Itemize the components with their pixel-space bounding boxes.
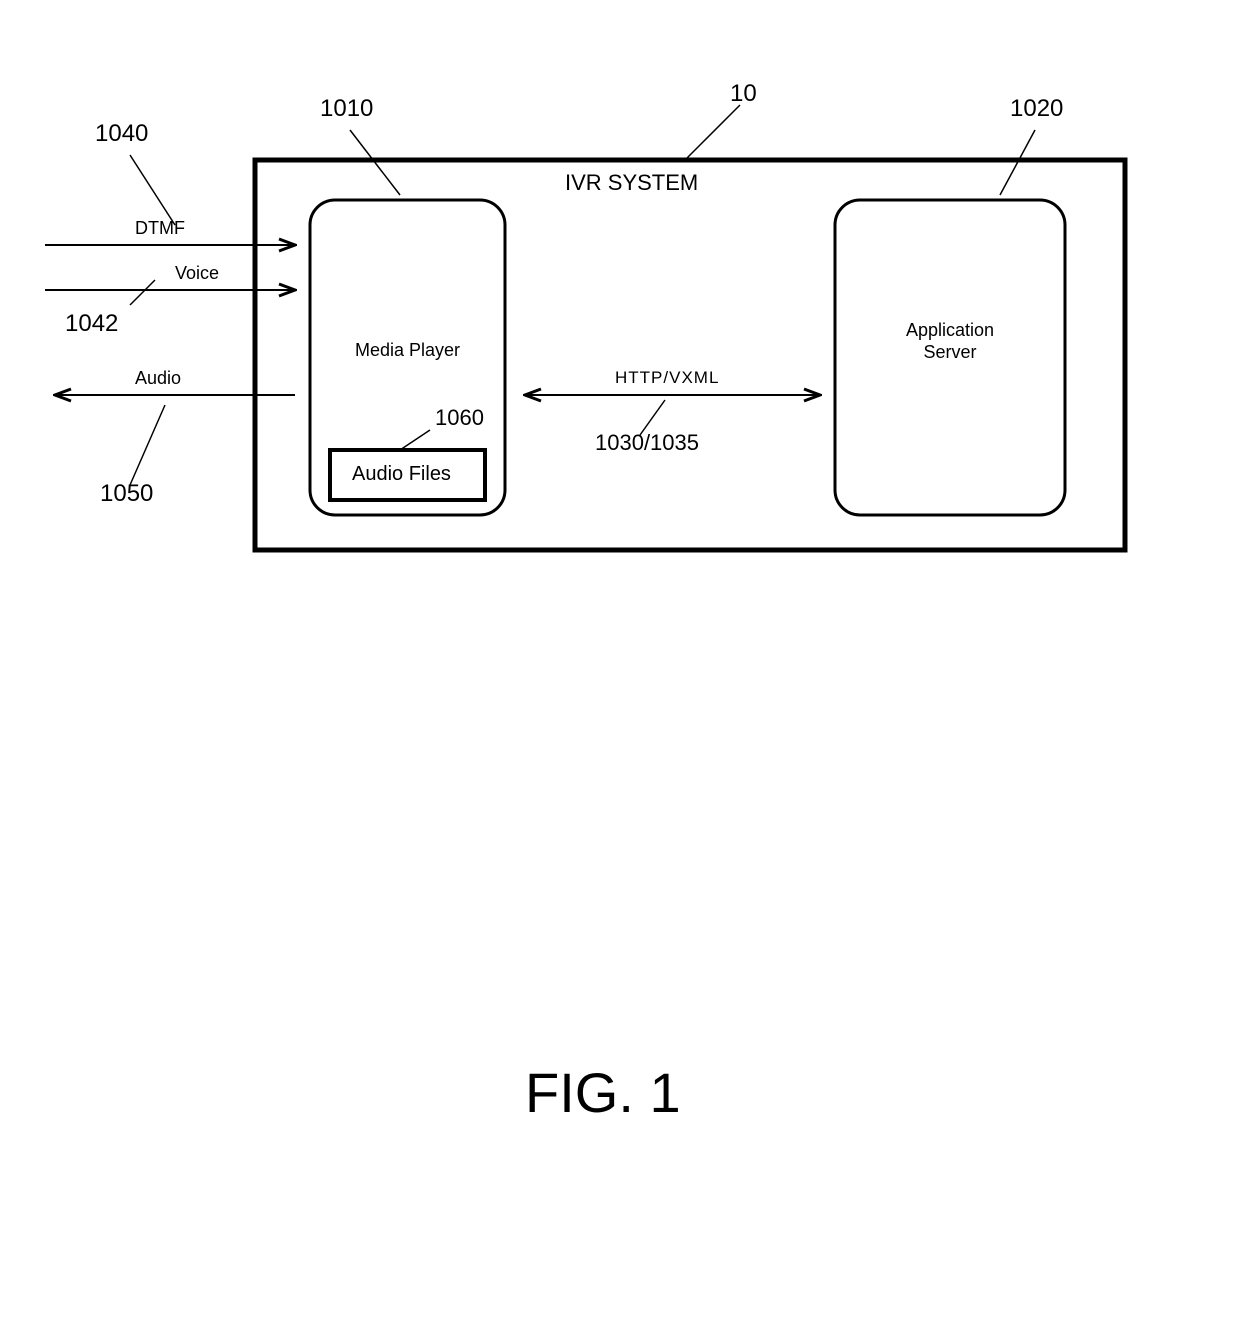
leader-10 <box>685 105 740 160</box>
leader-1050 <box>130 405 165 485</box>
app-server-label-2: Server <box>900 342 1000 363</box>
ref-1050: 1050 <box>100 480 153 508</box>
dtmf-label: DTMF <box>135 218 185 239</box>
ivr-system-diagram: 1040 1010 10 1020 1042 1050 1060 1030/10… <box>0 0 1240 1323</box>
audio-files-label: Audio Files <box>352 463 451 486</box>
audio-label: Audio <box>135 368 181 389</box>
ref-1030-1035: 1030/1035 <box>595 430 699 456</box>
voice-label: Voice <box>175 263 219 284</box>
ref-1010: 1010 <box>320 95 373 123</box>
ref-1042: 1042 <box>65 310 118 338</box>
ref-1060: 1060 <box>435 405 484 431</box>
leader-1042 <box>130 280 155 305</box>
leader-1040 <box>130 155 175 225</box>
figure-caption: FIG. 1 <box>525 1060 681 1125</box>
protocol-label: HTTP/VXML <box>615 368 719 388</box>
media-player-label: Media Player <box>350 340 465 361</box>
ref-1040: 1040 <box>95 120 148 148</box>
ref-1020: 1020 <box>1010 95 1063 123</box>
system-title: IVR SYSTEM <box>565 170 698 196</box>
app-server-label-1: Application <box>900 320 1000 341</box>
ref-10: 10 <box>730 80 757 108</box>
leader-1060 <box>400 430 430 450</box>
